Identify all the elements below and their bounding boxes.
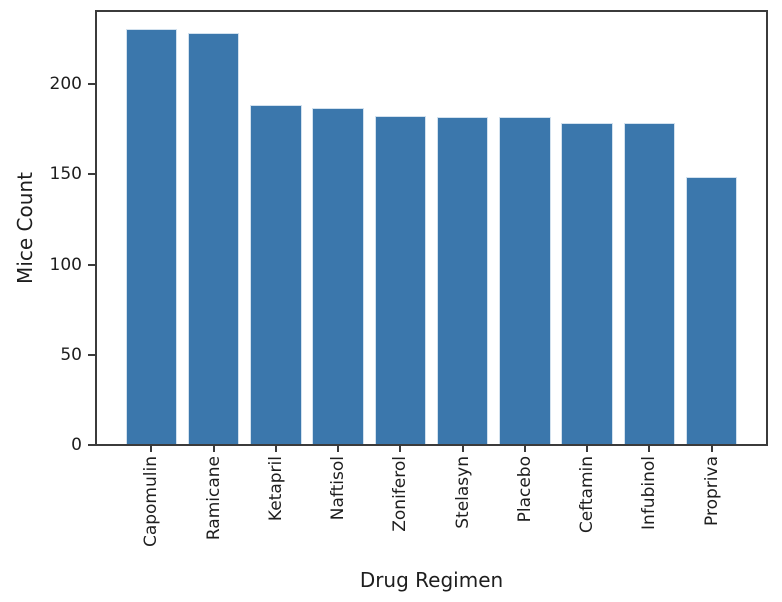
y-tick-mark	[88, 173, 96, 176]
x-tick-mark	[212, 446, 215, 452]
x-tick-mark	[586, 446, 589, 452]
bar-propriva	[686, 177, 737, 445]
bar-ceftamin	[562, 123, 612, 445]
y-tick-mark	[88, 83, 96, 86]
bar-zoniferol	[375, 116, 426, 445]
y-tick-mark	[88, 263, 96, 266]
x-tick-mark	[461, 446, 464, 452]
x-tick-label-placebo: Placebo	[514, 456, 535, 523]
bar-placebo	[500, 118, 550, 445]
x-tick-mark	[523, 446, 526, 452]
x-tick-label-infubinol: Infubinol	[639, 456, 660, 530]
bar-ramicane	[188, 33, 239, 445]
x-tick-mark	[337, 446, 340, 452]
x-tick-mark	[274, 446, 277, 452]
bar-infubinol	[624, 123, 675, 445]
y-tick-label-200: 200	[49, 74, 82, 95]
x-tick-label-propriva: Propriva	[701, 456, 722, 526]
x-tick-label-ramicane: Ramicane	[203, 456, 224, 541]
bar-capomulin	[126, 29, 177, 445]
x-tick-label-zoniferol: Zoniferol	[390, 456, 411, 532]
x-tick-mark	[150, 446, 153, 452]
y-tick-mark	[88, 353, 96, 356]
x-tick-mark	[399, 446, 402, 452]
y-tick-label-0: 0	[71, 435, 82, 455]
x-axis-title: Drug Regimen	[359, 568, 504, 592]
bar-ketapril	[251, 105, 301, 445]
x-tick-label-naftisol: Naftisol	[328, 456, 349, 521]
y-tick-label-50: 50	[60, 344, 82, 365]
x-tick-label-stelasyn: Stelasyn	[452, 456, 473, 529]
x-tick-label-capomulin: Capomulin	[141, 456, 162, 548]
y-tick-mark	[88, 444, 96, 446]
x-tick-label-ketapril: Ketapril	[265, 456, 286, 522]
x-tick-mark	[710, 446, 713, 452]
y-tick-label-150: 150	[49, 164, 82, 185]
x-tick-mark	[648, 446, 651, 452]
bar-stelasyn	[437, 118, 488, 445]
bar-naftisol	[313, 109, 363, 445]
x-tick-label-ceftamin: Ceftamin	[577, 456, 598, 534]
y-tick-label-100: 100	[49, 254, 82, 275]
y-axis-title: Mice Count	[13, 172, 37, 284]
